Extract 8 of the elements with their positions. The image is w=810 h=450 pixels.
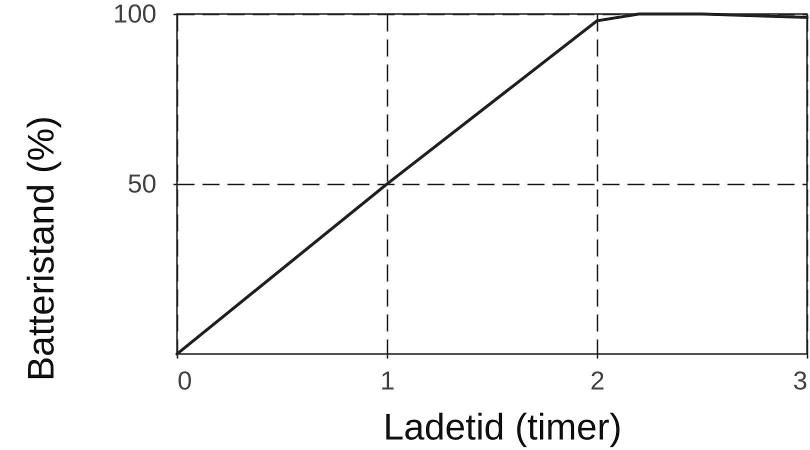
x-tick-label: 3 xyxy=(793,366,808,396)
x-tick-label: 0 xyxy=(178,366,192,396)
x-axis-title: Ladetid (timer) xyxy=(383,406,622,448)
x-tick-label: 1 xyxy=(380,366,395,396)
y-tick-label: 50 xyxy=(128,168,156,198)
y-tick-label: 100 xyxy=(113,0,156,28)
y-axis-title: Batteristand (%) xyxy=(20,116,62,382)
x-tick-label: 2 xyxy=(590,366,605,396)
